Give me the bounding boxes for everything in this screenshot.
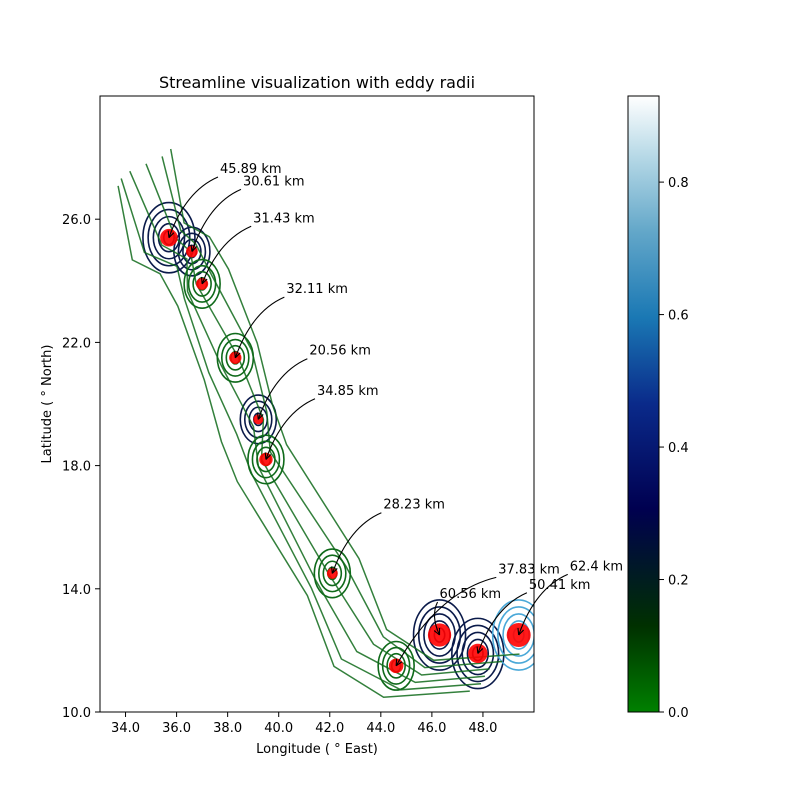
streamline: [251, 440, 281, 479]
annotation-arrowhead: [190, 244, 198, 252]
annotation-arrowhead: [257, 412, 264, 420]
x-axis-label: Longitude ( ° East): [256, 742, 378, 757]
annotation-arrowhead: [395, 658, 403, 667]
colorbar-tick-label: 0.8: [668, 176, 689, 191]
x-tick-label: 40.0: [264, 721, 293, 736]
eddy-radius-label: 32.11 km: [286, 282, 348, 297]
streamline: [117, 185, 470, 698]
annotation-arrow: [265, 398, 316, 460]
y-tick-label: 10.0: [62, 706, 91, 721]
streamline: [192, 270, 212, 297]
annotation-arrowhead: [476, 646, 484, 654]
colorbar-tick-label: 0.0: [668, 706, 689, 721]
streamline: [497, 606, 534, 664]
colorbar-gradient: [627, 95, 660, 713]
annotation-arrow: [201, 225, 252, 285]
annotation-arrow: [191, 188, 242, 252]
streamline: [169, 148, 520, 662]
x-tick-label: 34.0: [111, 721, 140, 736]
eddy-radius-label: 31.43 km: [253, 211, 315, 226]
x-tick-label: 48.0: [468, 721, 497, 736]
x-tick-label: 38.0: [213, 721, 242, 736]
annotation-arrow: [257, 358, 308, 420]
streamline: [461, 631, 495, 676]
annotation-arrowhead: [201, 276, 208, 285]
colorbar-tick-label: 0.6: [668, 309, 689, 324]
annotation-arrowhead: [234, 350, 241, 359]
eddy-radius-label: 37.83 km: [498, 562, 560, 577]
x-tick-label: 46.0: [417, 721, 446, 736]
annotation-arrowhead: [264, 452, 272, 460]
streamline: [247, 434, 285, 485]
streamline: [491, 599, 534, 671]
y-axis: 10.0 14.0 18.0 22.0 26.0: [62, 213, 100, 721]
streamline: [322, 560, 343, 587]
y-tick-label: 26.0: [62, 213, 91, 228]
streamline: [377, 640, 415, 691]
streamline: [456, 624, 500, 683]
streamline: [412, 599, 467, 671]
colorbar-tick-label: 0.2: [668, 574, 689, 589]
annotation-arrow: [477, 592, 528, 654]
streamline: [318, 554, 347, 593]
colorbar-tick-label: 0.4: [668, 441, 689, 456]
eddy-radius-label: 50.41 km: [529, 578, 591, 593]
annotation-arrow: [234, 296, 285, 358]
eddy-radius-label: 30.61 km: [243, 174, 305, 189]
streamline: [183, 258, 221, 309]
streamline: [161, 156, 503, 669]
annotation-arrow: [433, 601, 441, 636]
x-tick-label: 42.0: [315, 721, 344, 736]
streamline: [129, 170, 485, 684]
annotation-arrowhead: [433, 627, 441, 636]
chart-title: Streamline visualization with eddy radii: [159, 73, 475, 92]
annotation-arrowhead: [331, 566, 338, 574]
x-axis: 34.0 36.0 38.0 40.0 42.0 44.0 46.0 48.0: [111, 712, 497, 736]
annotation-arrowhead: [167, 230, 175, 239]
streamline: [142, 201, 196, 274]
plot-border: [99, 95, 535, 713]
streamline: [417, 606, 462, 664]
eddy-radius-label: 28.23 km: [383, 498, 445, 513]
streamline: [152, 215, 186, 260]
x-tick-label: 36.0: [162, 721, 191, 736]
colorbar: 0.0 0.2 0.4 0.6 0.8: [627, 95, 689, 721]
streamlines: [117, 148, 534, 698]
streamline: [502, 613, 534, 657]
annotation-arrow: [168, 176, 219, 238]
y-tick-label: 14.0: [62, 583, 91, 598]
annotation-arrow: [518, 573, 568, 636]
streamline: [145, 163, 490, 676]
streamline: [221, 338, 250, 377]
eddy-radius-label: 62.4 km: [570, 559, 623, 574]
annotation-arrow: [331, 512, 382, 574]
streamline: [120, 178, 482, 691]
colorbar-ticks: 0.0 0.2 0.4 0.6 0.8: [659, 176, 689, 721]
eddy-radius-label: 34.85 km: [317, 384, 379, 399]
streamline: [386, 652, 406, 679]
streamline: [466, 638, 490, 669]
streamline: [177, 232, 207, 271]
y-tick-label: 22.0: [62, 336, 91, 351]
streamline: [225, 344, 246, 371]
eddy-radius-label: 20.56 km: [309, 344, 371, 359]
eddy-radius-label: 45.89 km: [220, 162, 282, 177]
annotation-arrow: [395, 576, 497, 667]
x-tick-label: 44.0: [366, 721, 395, 736]
y-tick-label: 18.0: [62, 460, 91, 475]
y-axis-label: Latitude ( ° North): [40, 345, 55, 464]
eddy-radius-label: 60.56 km: [440, 587, 502, 602]
annotation-arrowhead: [517, 627, 525, 636]
